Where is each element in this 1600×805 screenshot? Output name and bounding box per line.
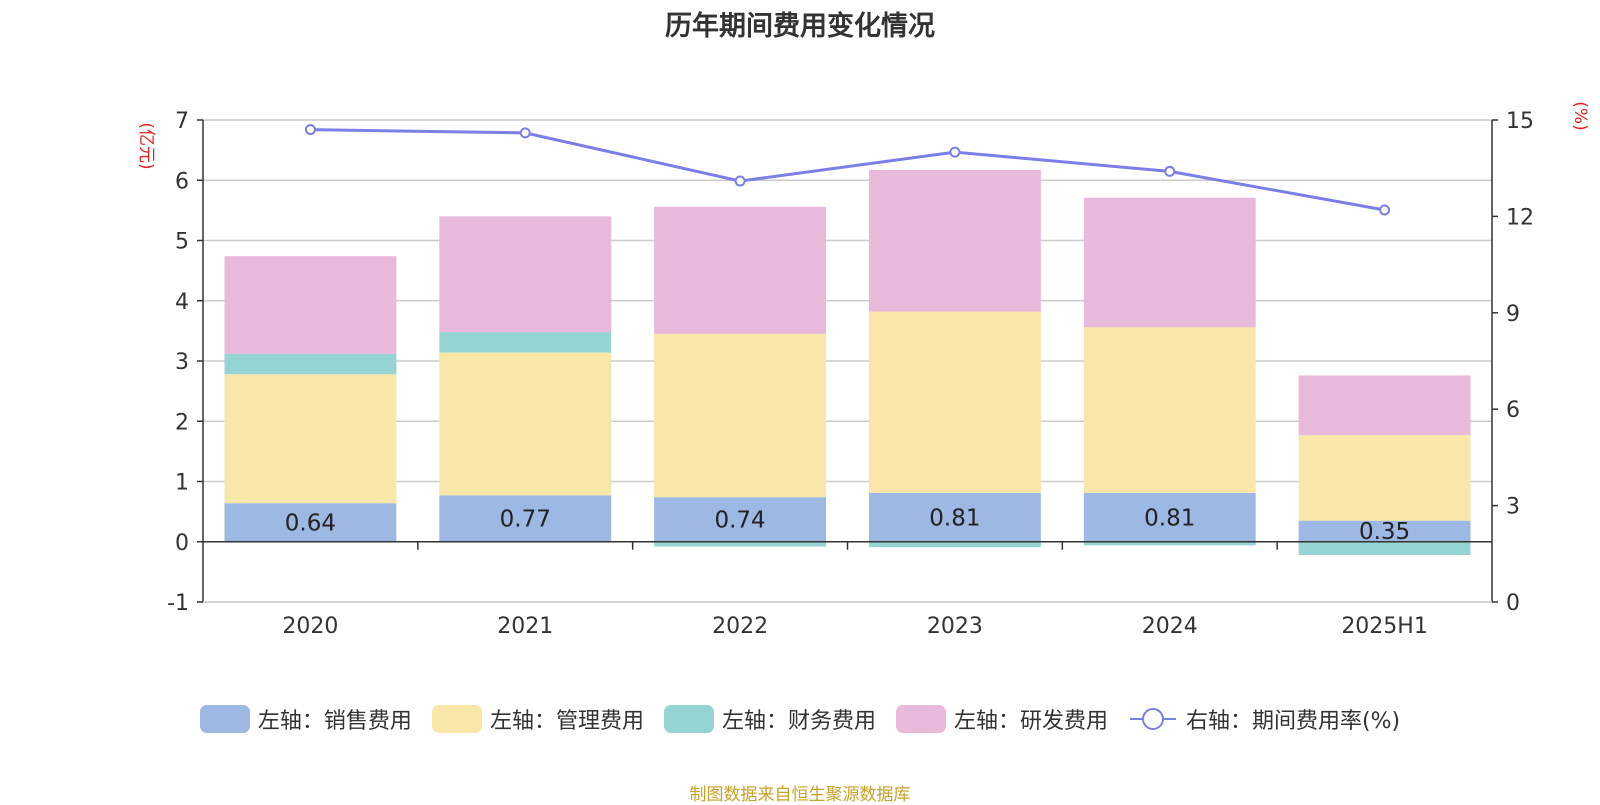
rate-point (304, 124, 316, 136)
rate-point (1379, 204, 1391, 216)
bar-segment (654, 497, 827, 542)
right-axis-tick-label: 12 (1506, 205, 1534, 230)
left-axis-tick-label: 1 (175, 471, 189, 496)
bar-segment (654, 206, 827, 334)
rate-point (519, 127, 531, 139)
x-axis-tick-label: 2025H1 (1341, 614, 1428, 639)
bar-segment (439, 495, 612, 542)
legend-item[interactable]: 左轴：财务费用 (663, 703, 876, 735)
legend: 左轴：销售费用 左轴：管理费用 左轴：财务费用 左轴：研发费用 右轴：期间费用率(%) (0, 703, 1600, 735)
bar-segment (439, 332, 612, 353)
bar-data-label: 0.81 (1144, 505, 1195, 531)
right-axis-tick-label: 0 (1506, 591, 1520, 616)
legend-line-marker-icon (1129, 708, 1176, 730)
bar-segment (1083, 492, 1256, 542)
x-axis-tick-label: 2024 (1142, 614, 1198, 639)
legend-item[interactable]: 右轴：期间费用率(%) (1128, 703, 1400, 735)
chart-title: 历年期间费用变化情况 (665, 11, 935, 42)
bar-data-label: 0.77 (500, 507, 551, 533)
legend-item[interactable]: 左轴：销售费用 (199, 703, 412, 735)
x-axis-tick-label: 2022 (712, 614, 768, 639)
bar-data-label: 0.81 (929, 505, 980, 531)
legend-swatch (431, 705, 482, 733)
left-axis-tick-label: 3 (175, 350, 189, 375)
legend-item[interactable]: 左轴：管理费用 (431, 703, 644, 735)
bar-segment (654, 333, 827, 498)
bar-segment (868, 541, 1041, 548)
left-axis-tick-label: 4 (175, 290, 189, 315)
right-axis-tick-label: 6 (1506, 398, 1520, 423)
legend-label: 左轴：财务费用 (721, 709, 876, 734)
bar-segment (1298, 375, 1471, 436)
legend-label: 左轴：销售费用 (257, 709, 412, 734)
left-axis-tick-label: 5 (175, 230, 189, 255)
rate-line (310, 128, 1385, 212)
bar-data-label: 0.74 (714, 507, 765, 533)
bar-segment (224, 353, 397, 375)
bar-segment (1083, 327, 1256, 493)
bar-segment (654, 541, 827, 547)
rate-line-layer (304, 124, 1391, 216)
bar-segment (1298, 435, 1471, 521)
bar-data-label: 0.64 (285, 510, 336, 536)
legend-label: 左轴：研发费用 (953, 709, 1108, 734)
legend-swatch (895, 705, 946, 733)
bar-segment (439, 216, 612, 333)
bar-segment (868, 170, 1041, 312)
source-note: 制图数据来自恒生聚源数据库 (689, 785, 911, 805)
bar-segment (439, 352, 612, 496)
x-axis-tick-label: 2021 (497, 614, 553, 639)
bar-segment (868, 311, 1041, 493)
bar-segment (224, 374, 397, 504)
legend-label: 右轴：期间费用率(%) (1185, 709, 1401, 734)
legend-swatch (663, 705, 714, 733)
rate-point (949, 146, 961, 158)
bar-segment (1083, 541, 1256, 546)
bar-segment (1298, 541, 1471, 556)
rate-point (1164, 165, 1176, 177)
left-axis-tick-label: 6 (175, 169, 189, 194)
bar-layer (224, 170, 1471, 556)
right-axis-tick-label: 3 (1506, 495, 1520, 520)
bar-segment (868, 492, 1041, 542)
bar-data-label: 0.35 (1359, 519, 1410, 545)
right-axis-tick-label: 9 (1506, 302, 1520, 327)
rate-point (734, 175, 746, 187)
left-axis-tick-label: 0 (175, 531, 189, 556)
right-axis-unit-label: (%) (1570, 101, 1590, 130)
legend-item[interactable]: 左轴：研发费用 (895, 703, 1108, 735)
left-axis-tick-label: 2 (175, 410, 189, 435)
x-axis-tick-label: 2023 (927, 614, 983, 639)
x-axis-tick-label: 2020 (282, 614, 338, 639)
legend-swatch (199, 705, 250, 733)
bar-segment (224, 256, 397, 354)
bar-segment (224, 503, 397, 542)
left-axis-unit-label: (亿元) (136, 122, 156, 169)
bar-segment (1083, 197, 1256, 328)
right-axis-tick-label: 15 (1506, 109, 1534, 134)
legend-label: 左轴：管理费用 (489, 709, 644, 734)
bar-segment (1298, 520, 1471, 542)
left-axis-tick-label: 7 (175, 109, 189, 134)
data-label-layer: 0.64 0.77 0.74 0.81 0.81 0.35 (285, 505, 1410, 545)
left-axis-tick-label: -1 (167, 591, 189, 616)
